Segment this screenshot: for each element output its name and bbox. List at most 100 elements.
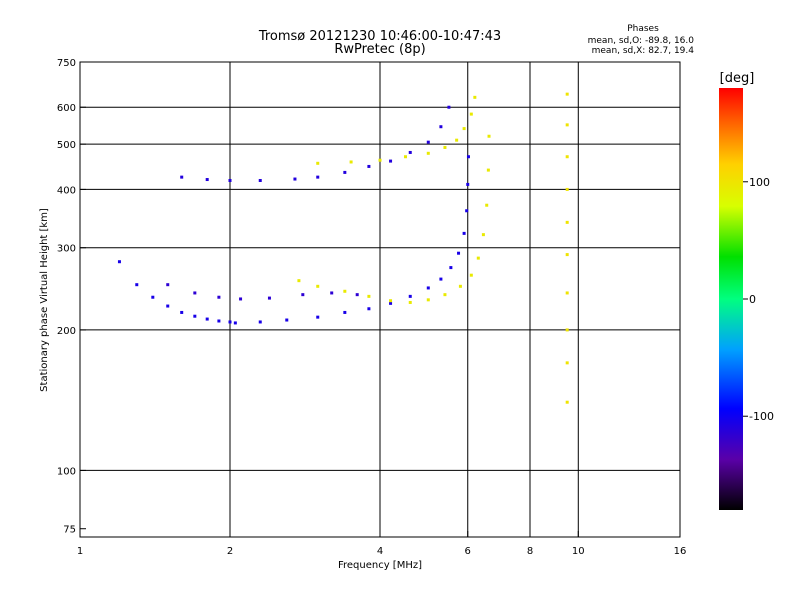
data-point <box>117 260 121 264</box>
colorbar-tick-label: -100 <box>749 410 774 423</box>
data-point <box>166 304 170 308</box>
data-point <box>343 310 347 314</box>
grid <box>80 62 680 537</box>
colorbar-tick-label: 0 <box>749 293 756 306</box>
y-tick-label: 300 <box>57 244 76 255</box>
x-tick-label: 1 <box>77 546 83 557</box>
data-point <box>233 321 237 325</box>
data-point <box>565 253 569 257</box>
data-point <box>180 175 184 179</box>
data-point <box>330 291 334 295</box>
data-point <box>389 299 393 303</box>
x-tick-label: 4 <box>377 546 383 557</box>
data-point <box>367 294 371 298</box>
phase-stats-heading: Phases <box>627 24 659 34</box>
data-point <box>389 159 393 163</box>
data-point <box>565 220 569 224</box>
data-point <box>466 155 470 159</box>
data-point <box>443 293 447 297</box>
data-point <box>565 361 569 365</box>
scatter-points <box>117 92 569 404</box>
data-point <box>367 164 371 168</box>
data-point <box>258 178 262 182</box>
data-point <box>316 315 320 319</box>
data-point <box>481 233 485 237</box>
data-point <box>258 320 262 324</box>
data-point <box>426 298 430 302</box>
x-tick-label: 16 <box>674 546 687 557</box>
data-point <box>408 294 412 298</box>
data-point <box>466 182 470 186</box>
data-point <box>135 283 139 287</box>
x-tick-label: 2 <box>227 546 233 557</box>
data-point <box>439 277 443 281</box>
data-point <box>486 168 490 172</box>
y-tick-label: 500 <box>57 140 76 151</box>
data-point <box>343 289 347 293</box>
y-tick-label: 600 <box>57 103 76 114</box>
data-point <box>217 295 221 299</box>
data-point <box>426 151 430 155</box>
data-point <box>408 150 412 154</box>
y-tick-label: 75 <box>63 525 76 536</box>
data-point <box>408 300 412 304</box>
data-point <box>426 140 430 144</box>
data-point <box>301 293 305 297</box>
data-point <box>205 317 209 321</box>
data-point <box>458 284 462 288</box>
x-ticks: 1 2 4 6 8 10 16 <box>77 531 687 557</box>
data-point <box>285 318 289 322</box>
data-point <box>193 314 197 318</box>
y-axis-label: Stationary phase Virtual Height [km] <box>39 208 50 392</box>
data-point <box>443 145 447 149</box>
x-tick-label: 6 <box>465 546 471 557</box>
data-point <box>293 177 297 181</box>
colorbar-unit-label: [deg] <box>720 71 755 86</box>
data-point <box>389 301 393 305</box>
y-tick-label: 200 <box>57 326 76 337</box>
data-point <box>180 310 184 314</box>
data-point <box>205 178 209 182</box>
data-point <box>267 296 271 300</box>
data-point <box>193 291 197 295</box>
phase-stats-o: mean, sd,O: -89.8, 16.0 <box>588 36 695 46</box>
data-point <box>403 155 407 159</box>
data-point <box>439 125 443 129</box>
x-tick-label: 10 <box>572 546 585 557</box>
data-point <box>343 170 347 174</box>
data-point <box>228 320 232 324</box>
data-point <box>487 134 491 138</box>
data-point <box>355 293 359 297</box>
data-point <box>469 112 473 116</box>
data-point <box>476 256 480 260</box>
data-point <box>217 319 221 323</box>
data-point <box>166 283 170 287</box>
colorbar-tick-label: 100 <box>749 176 770 189</box>
data-point <box>449 266 453 270</box>
data-point <box>426 286 430 290</box>
data-point <box>462 231 466 235</box>
y-tick-label: 400 <box>57 185 76 196</box>
data-point <box>565 291 569 295</box>
chart-title-line2: RwPretec (8p) <box>334 42 425 57</box>
data-point <box>565 92 569 96</box>
data-point <box>151 295 155 299</box>
data-point <box>228 178 232 182</box>
x-tick-label: 8 <box>527 546 533 557</box>
y-tick-label: 750 <box>57 58 76 69</box>
data-point <box>473 95 477 99</box>
data-point <box>457 251 461 255</box>
data-point <box>367 307 371 311</box>
chart-title-line1: Tromsø 20121230 10:46:00-10:47:43 <box>258 29 501 44</box>
data-point <box>469 273 473 277</box>
data-point <box>349 160 353 164</box>
data-point <box>297 279 301 283</box>
colorbar-ticks: 100 0 -100 <box>743 176 774 423</box>
data-point <box>565 155 569 159</box>
data-point <box>565 187 569 191</box>
data-point <box>455 138 459 142</box>
data-point <box>485 203 489 207</box>
data-point <box>565 400 569 404</box>
data-point <box>465 209 469 213</box>
data-point <box>316 175 320 179</box>
